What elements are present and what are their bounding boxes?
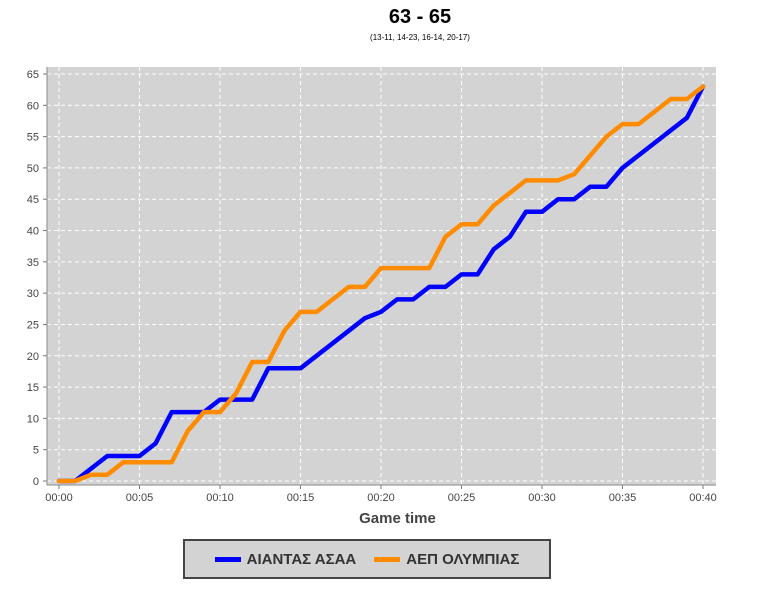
chart-subtitle: (13-11, 14-23, 16-14, 20-17): [370, 33, 470, 42]
x-tick-label: 00:35: [609, 492, 637, 504]
y-tick-label: 50: [27, 163, 39, 175]
x-tick-label: 00:40: [689, 492, 717, 504]
x-tick-label: 00:05: [126, 492, 154, 504]
x-tick-label: 00:15: [287, 492, 315, 504]
y-tick-label: 55: [27, 132, 39, 144]
legend-label-aiantas: ΑΙΑΝΤΑΣ ΑΣΑΑ: [246, 550, 357, 568]
y-tick-label: 25: [27, 319, 39, 331]
legend: ΑΙΑΝΤΑΣ ΑΣΑΑ ΑΕΠ ΟΛΥΜΠΙΑΣ: [183, 539, 551, 579]
x-axis-label: Game time: [359, 510, 436, 527]
series-line-olympias: [56, 84, 706, 484]
y-tick-label: 60: [27, 100, 39, 112]
legend-item-aiantas: ΑΙΑΝΤΑΣ ΑΣΑΑ: [214, 550, 357, 568]
y-tick-label: 10: [27, 413, 39, 425]
x-tick-label: 00:20: [367, 492, 395, 504]
series-line-aiantas: [56, 84, 706, 484]
y-tick-label: 20: [27, 351, 39, 363]
legend-swatch-olympias: [374, 556, 401, 562]
x-tick-label: 00:30: [528, 492, 556, 504]
x-tick-label: 00:00: [45, 492, 73, 504]
y-tick-label: 45: [27, 194, 39, 206]
y-tick-label: 30: [27, 288, 39, 300]
y-tick-label: 40: [27, 226, 39, 238]
x-tick-label: 00:25: [448, 492, 476, 504]
line-chart: 0 5 10 15 20 25 30 35 40 45 50 55 60 65 00:00 00:05 00:1…: [27, 67, 717, 527]
legend-label-olympias: ΑΕΠ ΟΛΥΜΠΙΑΣ: [406, 550, 520, 568]
legend-item-olympias: ΑΕΠ ΟΛΥΜΠΙΑΣ: [374, 551, 519, 568]
y-tick-label: 35: [27, 257, 39, 269]
y-tick-label: 5: [33, 445, 39, 457]
y-tick-label: 15: [27, 382, 39, 394]
x-tick-label: 00:10: [206, 492, 234, 504]
chart-title: 63 - 65: [388, 6, 452, 28]
y-tick-label: 65: [27, 69, 39, 81]
y-tick-label: 0: [33, 476, 39, 488]
legend-swatch-aiantas: [214, 556, 241, 562]
